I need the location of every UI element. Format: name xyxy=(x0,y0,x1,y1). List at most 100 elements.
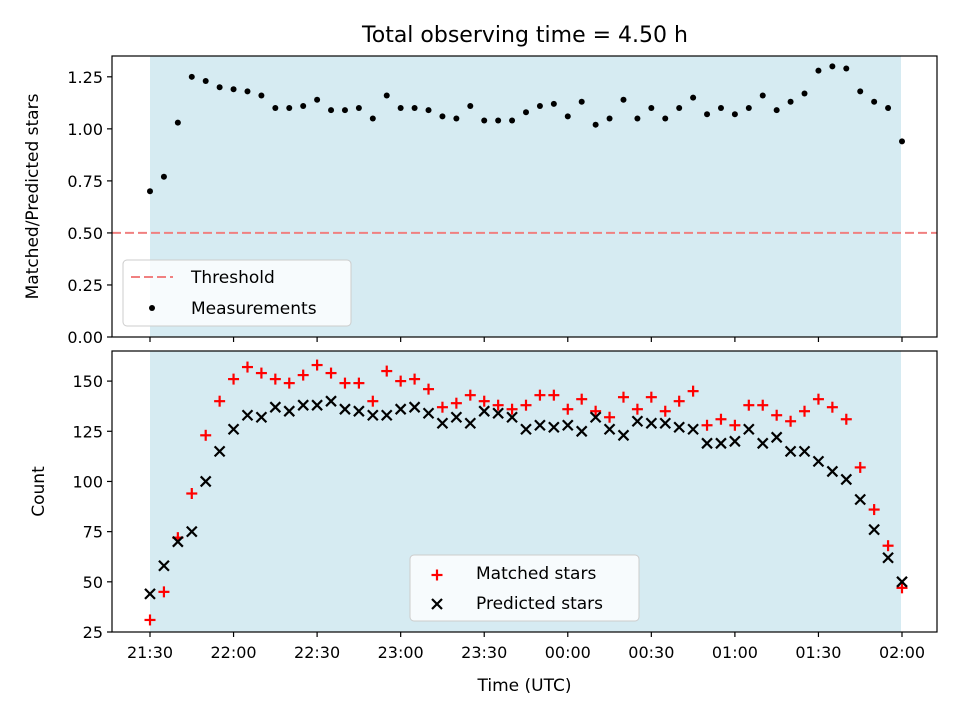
y-tick-label: 25 xyxy=(83,623,103,642)
data-point xyxy=(478,395,490,407)
data-point xyxy=(759,92,766,99)
data-point xyxy=(241,361,253,373)
legend-matched-swatch xyxy=(431,569,443,581)
data-point xyxy=(199,475,212,488)
data-point xyxy=(885,105,892,112)
legend-label: Predicted stars xyxy=(476,594,603,614)
data-point xyxy=(826,401,838,413)
data-point xyxy=(799,405,811,417)
data-point xyxy=(520,423,532,436)
data-point xyxy=(715,413,727,425)
data-point xyxy=(715,437,727,450)
data-point xyxy=(453,115,460,122)
data-point xyxy=(339,377,351,389)
data-point xyxy=(172,535,184,548)
data-point xyxy=(422,407,435,419)
y-tick-label: 0.50 xyxy=(67,224,103,243)
data-point xyxy=(645,417,658,430)
data-point xyxy=(659,417,672,430)
data-point xyxy=(868,504,880,516)
data-point xyxy=(843,65,850,72)
data-point xyxy=(269,373,281,385)
data-point xyxy=(548,389,560,401)
data-point xyxy=(272,105,279,112)
data-point xyxy=(648,105,655,112)
x-tick-label: 23:30 xyxy=(461,643,507,662)
data-point xyxy=(186,488,198,500)
y-axis-label: Count xyxy=(29,466,49,517)
y-tick-label: 100 xyxy=(72,472,103,491)
data-point xyxy=(255,411,268,424)
legend-measurements-swatch xyxy=(149,305,155,311)
count-panel: 25 50 75 100 125 150 21:30 22:00 22:30 23:00 23:30… xyxy=(29,350,938,696)
y-tick-label: 50 xyxy=(83,573,103,592)
data-point xyxy=(397,105,404,112)
data-point xyxy=(506,403,518,415)
data-point xyxy=(854,493,867,506)
data-point xyxy=(729,435,741,448)
data-point xyxy=(258,92,265,99)
data-point xyxy=(423,383,435,395)
data-point xyxy=(812,455,825,468)
data-point xyxy=(380,409,393,422)
data-point xyxy=(701,419,713,431)
data-point xyxy=(617,429,630,442)
data-point xyxy=(631,403,643,415)
data-point xyxy=(341,107,348,114)
data-point xyxy=(564,113,571,120)
data-point xyxy=(185,525,198,538)
y-tick-label: 0.75 xyxy=(67,172,103,191)
data-point xyxy=(896,576,908,588)
data-point xyxy=(645,391,657,403)
legend-label: Matched stars xyxy=(476,564,596,584)
data-point xyxy=(314,96,321,103)
data-point xyxy=(144,588,156,600)
data-point xyxy=(801,90,808,97)
series-matched-stars xyxy=(144,359,908,626)
data-point xyxy=(450,397,462,409)
data-point xyxy=(300,102,307,109)
data-point xyxy=(464,389,476,401)
data-point xyxy=(743,399,755,411)
y-tick-label: 75 xyxy=(83,523,103,542)
data-point xyxy=(687,385,699,397)
x-tick-label: 00:30 xyxy=(628,643,674,662)
data-point xyxy=(871,98,878,105)
data-point xyxy=(230,86,237,93)
data-point xyxy=(158,559,170,572)
axes-frame xyxy=(111,350,938,633)
x-tick-label: 00:00 xyxy=(545,643,591,662)
data-point xyxy=(787,98,794,105)
data-point xyxy=(328,107,335,114)
data-point xyxy=(325,367,337,379)
series-measurements xyxy=(147,63,905,195)
data-point xyxy=(464,417,477,430)
data-point xyxy=(520,399,532,411)
data-point xyxy=(492,407,504,419)
x-tick-label: 23:00 xyxy=(378,643,424,662)
x-axis-label: Time (UTC) xyxy=(477,676,572,696)
data-point xyxy=(826,465,839,478)
data-point xyxy=(534,389,546,401)
data-point xyxy=(467,102,474,109)
data-point xyxy=(729,419,741,431)
data-point xyxy=(634,115,641,122)
data-point xyxy=(481,117,488,124)
data-point xyxy=(395,375,407,387)
data-point xyxy=(756,437,769,450)
legend-label: Threshold xyxy=(190,268,275,288)
data-point xyxy=(506,411,518,424)
data-point xyxy=(283,405,296,417)
data-point xyxy=(286,105,293,112)
data-point xyxy=(701,437,713,450)
data-point xyxy=(174,119,181,126)
data-point xyxy=(478,405,491,417)
data-point xyxy=(144,614,156,626)
data-point xyxy=(367,395,379,407)
data-point xyxy=(857,88,864,95)
data-point xyxy=(603,423,616,436)
data-point xyxy=(673,421,685,434)
data-point xyxy=(578,98,585,105)
data-point xyxy=(785,415,797,427)
